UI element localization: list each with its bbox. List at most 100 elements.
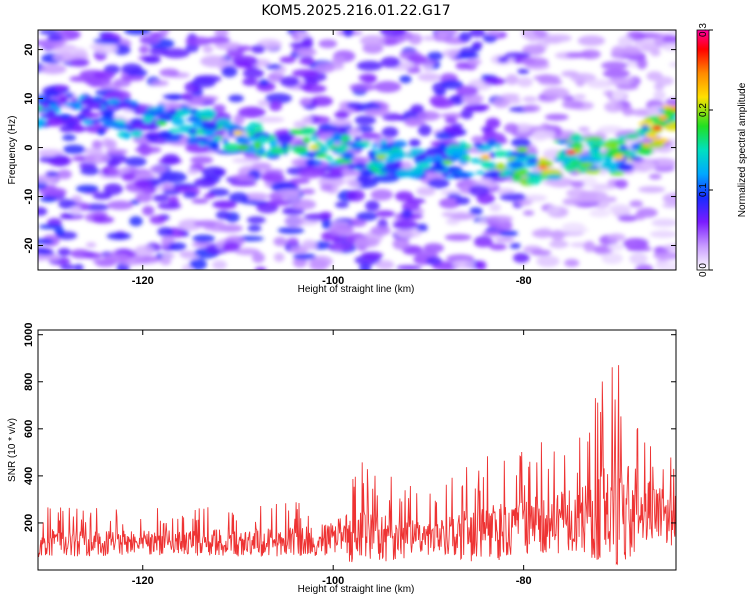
spectrogram-cell <box>279 56 296 64</box>
spectrogram-ridge-cell <box>142 114 155 124</box>
spectrogram-cell <box>310 95 333 107</box>
spectrogram-cell <box>604 101 624 113</box>
spectrogram-ridge-cell <box>516 152 529 158</box>
spectrogram-x-label: Height of straight line (km) <box>298 284 415 295</box>
spectrogram-cell <box>614 179 628 189</box>
spectrogram-cell <box>440 113 467 119</box>
spectrogram-cell <box>330 119 353 126</box>
spectrogram-ridge-cell <box>328 145 339 151</box>
spectrogram-cell <box>638 186 666 193</box>
spectrogram-ridge-cell <box>168 128 181 133</box>
spectrogram-ridge-cell <box>58 96 69 104</box>
spectrogram-peak-cell <box>537 164 548 170</box>
spectrogram-cell <box>45 254 60 261</box>
spectrogram-cell <box>549 240 569 249</box>
spectrogram-ridge-cell <box>512 158 522 164</box>
spectrogram-ridge-cell <box>337 143 349 152</box>
spectrogram-cell <box>230 180 257 187</box>
spectrogram-ridge-cell <box>605 157 613 165</box>
spectrogram-cell <box>228 94 244 103</box>
spectrogram-ridge-cell <box>486 138 498 147</box>
spectrogram-cell <box>364 108 391 117</box>
spectrogram-cell <box>327 243 354 251</box>
spectrogram-ridge-cell <box>253 140 261 150</box>
spectrogram-cell <box>231 55 258 67</box>
spectrogram-ridge-cell <box>557 139 568 145</box>
spectrogram-ridge-cell <box>79 99 98 106</box>
spectrogram-cell <box>62 134 77 141</box>
spectrogram-cell <box>47 34 64 42</box>
spectrogram-cell <box>291 69 320 78</box>
spectrogram-ridge-cell <box>235 135 248 144</box>
spectrogram-cell <box>214 41 243 51</box>
spectrogram-cell <box>481 231 503 237</box>
spectrogram-cell <box>287 237 299 246</box>
spectrogram-cell <box>634 39 657 48</box>
spectrogram-cell <box>523 194 547 202</box>
spectrogram-cell <box>246 216 266 224</box>
spectrogram-cell <box>375 210 396 218</box>
spectrogram-cell <box>159 257 172 266</box>
y-tick-label: 20 <box>23 43 35 55</box>
spectrogram-cell <box>426 256 442 266</box>
spectrogram-cell <box>38 224 64 230</box>
x-tick-label: -120 <box>132 275 154 287</box>
spectrogram-cell <box>417 124 432 136</box>
spectrogram-cell <box>356 174 372 185</box>
spectrogram-cell <box>474 239 493 248</box>
spectrogram-ridge-cell <box>269 146 285 155</box>
spectrogram-cell <box>107 167 120 177</box>
spectrogram-ridge-cell <box>122 132 131 140</box>
spectrogram-ridge-cell <box>588 147 601 156</box>
spectrogram-ridge-cell <box>647 141 665 149</box>
spectrogram-cell <box>38 39 64 49</box>
spectrogram-cell <box>513 252 530 263</box>
spectrogram-cell <box>471 135 485 143</box>
spectrogram-ridge-cell <box>117 102 132 109</box>
spectrogram-ridge-cell <box>526 171 543 177</box>
spectrogram-ridge-cell <box>210 142 220 151</box>
spectrogram-cell <box>277 226 305 234</box>
spectrogram-cell <box>371 174 400 183</box>
spectrogram-cell <box>427 51 444 61</box>
spectrogram-cell <box>494 237 515 243</box>
spectrogram-ridge-cell <box>378 145 394 150</box>
spectrogram-cell <box>361 251 384 260</box>
spectrogram-ridge-cell <box>494 143 502 149</box>
y-tick-label: 200 <box>23 514 35 532</box>
spectrogram-cell <box>80 167 100 176</box>
spectrogram-cell <box>161 153 180 165</box>
spectrogram-cell <box>106 232 132 240</box>
spectrogram-cell <box>362 75 377 84</box>
spectrogram-cell <box>550 229 565 241</box>
spectrogram-cell <box>189 258 207 270</box>
spectrogram-peak-cell <box>156 120 167 126</box>
spectrogram-ridge-cell <box>236 144 250 151</box>
spectrogram-peak-cell <box>442 159 453 165</box>
spectrogram-cell <box>194 177 217 188</box>
spectrogram-ridge-cell <box>186 117 202 123</box>
y-tick-label: -10 <box>23 189 35 205</box>
spectrogram-cell <box>668 30 676 34</box>
spectrogram-ridge-cell <box>305 158 317 166</box>
spectrogram-cell <box>455 52 480 60</box>
spectrogram-cell <box>84 153 111 164</box>
spectrogram-cell <box>509 242 521 249</box>
spectrogram-ridge-cell <box>76 114 87 119</box>
spectrogram-cell <box>267 199 293 206</box>
spectrogram-ridge-cell <box>223 143 241 152</box>
spectrogram-cell <box>651 218 676 227</box>
spectrogram-cell <box>142 56 161 64</box>
spectrogram-ridge-cell <box>579 161 594 168</box>
spectrogram-cell <box>665 98 676 107</box>
spectrogram-cell <box>105 89 131 102</box>
spectrogram-cell <box>655 261 676 270</box>
spectrogram-cell <box>449 213 476 220</box>
spectrogram-cell <box>93 71 115 80</box>
spectrogram-x-ticks: -120 -100 -80 <box>132 30 532 287</box>
spectrogram-ridge-cell <box>222 137 229 146</box>
spectrogram-cell <box>265 93 292 104</box>
spectrogram-ridge-cell <box>384 161 401 171</box>
spectrogram-ridge-cell <box>156 110 165 116</box>
spectrogram-cell <box>346 189 365 202</box>
